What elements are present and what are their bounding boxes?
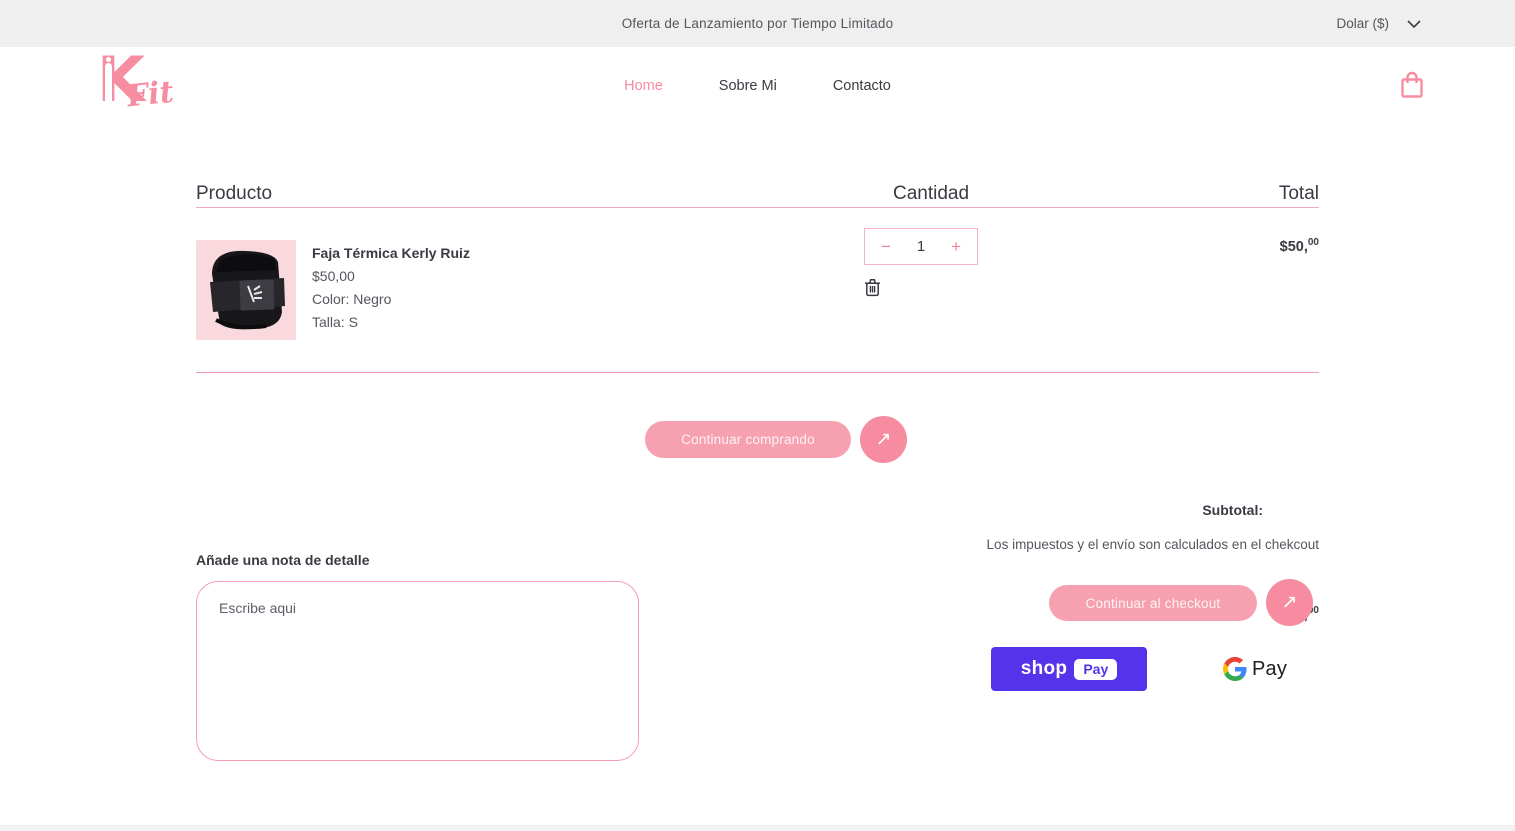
shop-pay-button[interactable]: shop Pay <box>991 647 1147 691</box>
nav-item-sobre-mi[interactable]: Sobre Mi <box>718 78 777 94</box>
row-divider <box>196 372 1319 373</box>
currency-selector[interactable]: Dolar ($) <box>1336 0 1423 47</box>
column-header-total: Total <box>1278 183 1319 204</box>
continue-shopping-button[interactable]: Continuar comprando <box>645 421 851 458</box>
shipping-note: Los impuestos y el envío son calculados … <box>986 537 1319 552</box>
quantity-increase-button[interactable]: + <box>951 237 961 256</box>
footer-strip <box>0 825 1515 831</box>
google-g-icon <box>1222 657 1247 681</box>
product-color: Color: Negro <box>312 291 392 307</box>
header-divider <box>196 207 1319 208</box>
arrow-up-right-icon: ↗ <box>875 429 892 450</box>
waist-trainer-graphic <box>210 250 285 330</box>
cart-bag-icon[interactable] <box>1400 71 1424 99</box>
product-info: Faja Térmica Kerly Ruiz $50,00 Color: Ne… <box>312 245 470 337</box>
product-price: $50,00 <box>312 268 355 284</box>
product-size: Talla: S <box>312 314 358 330</box>
order-note-label: Añade una nota de detalle <box>196 552 370 568</box>
quantity-stepper: − 1 + <box>864 228 978 265</box>
announcement-bar: Oferta de Lanzamiento por Tiempo Limitad… <box>0 0 1515 47</box>
order-note-input[interactable] <box>196 581 639 761</box>
main-nav: Home Sobre Mi Contacto <box>0 78 1515 94</box>
checkout-arrow-button[interactable]: ↗ <box>1266 579 1313 626</box>
chevron-down-icon <box>1407 19 1421 28</box>
column-header-product: Producto <box>196 183 273 204</box>
line-total-cents: 00 <box>1307 237 1319 248</box>
checkout-button[interactable]: Continuar al checkout <box>1049 585 1257 621</box>
subtotal-amount-cents: 00 <box>1307 605 1319 616</box>
brand-logo[interactable]: K Fit <box>97 49 177 117</box>
trash-icon[interactable] <box>864 278 881 297</box>
shop-pay-badge: Pay <box>1074 658 1118 680</box>
nav-item-home[interactable]: Home <box>624 78 663 94</box>
quantity-decrease-button[interactable]: − <box>881 237 891 256</box>
currency-selected-label: Dolar ($) <box>1336 16 1389 31</box>
product-name: Faja Térmica Kerly Ruiz <box>312 245 470 261</box>
quantity-value: 1 <box>916 238 926 255</box>
announcement-text: Oferta de Lanzamiento por Tiempo Limitad… <box>621 16 894 31</box>
shop-pay-logo: shop <box>1020 658 1068 679</box>
subtotal-label: Subtotal: <box>1202 502 1263 518</box>
logo-silhouette <box>105 57 112 103</box>
google-pay-button[interactable]: Pay <box>1196 647 1314 691</box>
arrow-up-right-icon: ↗ <box>1281 592 1298 613</box>
nav-item-contacto[interactable]: Contacto <box>832 78 891 94</box>
line-total-main: $50, <box>1279 238 1308 255</box>
column-header-quantity: Cantidad <box>893 183 970 204</box>
cart-section: Producto Cantidad Total Faja Térmica Ker… <box>196 183 1319 761</box>
google-pay-label: Pay <box>1251 657 1288 680</box>
product-image[interactable] <box>196 240 296 340</box>
site-header: K Fit Home Sobre Mi Contacto <box>0 47 1515 125</box>
line-total: $50,00 <box>1280 237 1319 255</box>
continue-shopping-arrow-button[interactable]: ↗ <box>860 416 907 463</box>
